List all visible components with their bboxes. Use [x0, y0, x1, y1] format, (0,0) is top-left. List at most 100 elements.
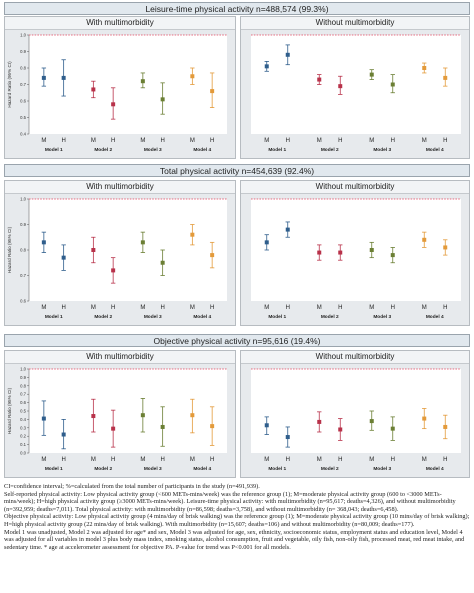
- group-label: H: [391, 457, 395, 463]
- point-estimate: [422, 237, 427, 242]
- point-estimate: [61, 432, 66, 437]
- group-label: H: [443, 305, 447, 311]
- group-label: H: [286, 305, 290, 311]
- point-estimate: [61, 255, 66, 260]
- group-label: M: [190, 305, 195, 311]
- point-estimate: [369, 419, 374, 424]
- group-label: H: [160, 457, 164, 463]
- y-tick-label: 0.6: [20, 400, 26, 405]
- point-estimate: [369, 248, 374, 252]
- point-estimate: [422, 66, 427, 70]
- forest-plot: 1.0 0.9 0.8 0.7 0.6 Hazard Ratio (95% CI) M H M H…: [7, 197, 227, 320]
- y-tick-label: 0.8: [20, 66, 26, 71]
- group-label: H: [61, 305, 65, 311]
- group-label: M: [317, 138, 322, 144]
- y-tick-label: 0.4: [20, 417, 26, 422]
- point-estimate: [140, 413, 145, 418]
- group-label: M: [140, 457, 145, 463]
- group-label: H: [210, 138, 214, 144]
- group-label: H: [391, 305, 395, 311]
- group-label: H: [338, 457, 342, 463]
- panel-total-without: Without multimorbidity M H M H M H M H Model 1 Mo…: [240, 180, 470, 326]
- plot-area: [251, 199, 461, 301]
- panel-leisure-with: With multimorbidity 1.0 0.9 0.8 0.7 0.6 0.5 0.…: [4, 16, 236, 159]
- group-label: M: [190, 138, 195, 144]
- point-estimate: [443, 245, 448, 250]
- point-estimate: [210, 89, 215, 94]
- y-tick-label: 0.2: [20, 434, 26, 439]
- group-label: H: [160, 305, 164, 311]
- point-estimate: [111, 102, 116, 107]
- point-estimate: [91, 87, 96, 92]
- model-label: Model 1: [45, 466, 63, 472]
- group-label: M: [91, 457, 96, 463]
- y-axis-label: Hazard Ratio (95% CI): [7, 387, 12, 434]
- y-tick-label: 0.7: [20, 273, 26, 278]
- group-label: H: [160, 138, 164, 144]
- y-tick-label: 0.5: [20, 115, 26, 120]
- point-estimate: [140, 79, 145, 84]
- point-estimate: [285, 227, 290, 232]
- footnote-ci: CI=confidence interval; %=calculated fro…: [4, 483, 260, 490]
- group-label: H: [111, 305, 115, 311]
- y-tick-label: 0.7: [20, 392, 26, 397]
- model-label: Model 3: [373, 466, 391, 472]
- group-label: M: [140, 138, 145, 144]
- model-label: Model 1: [268, 147, 286, 153]
- model-label: Model 2: [94, 314, 112, 320]
- point-estimate: [443, 424, 448, 429]
- y-tick-label: 1.0: [20, 197, 26, 202]
- model-label: Model 3: [144, 466, 162, 472]
- y-tick-label: 0.9: [20, 375, 26, 380]
- point-estimate: [338, 427, 343, 432]
- group-label: H: [391, 138, 395, 144]
- point-estimate: [285, 435, 290, 440]
- point-estimate: [160, 260, 165, 265]
- model-label: Model 2: [94, 147, 112, 153]
- group-label: M: [264, 457, 269, 463]
- point-estimate: [41, 416, 46, 421]
- panel-title: Without multimorbidity: [241, 181, 469, 194]
- panel-title: Without multimorbidity: [241, 351, 469, 364]
- y-tick-label: 0.8: [20, 248, 26, 253]
- y-tick-label: 1.0: [20, 367, 26, 372]
- point-estimate: [160, 97, 165, 102]
- point-estimate: [190, 74, 195, 79]
- point-estimate: [210, 424, 215, 429]
- panel-title: Without multimorbidity: [241, 17, 469, 30]
- panel-total-with: With multimorbidity 1.0 0.9 0.8 0.7 0.6 Hazar…: [4, 180, 236, 326]
- group-label: M: [190, 457, 195, 463]
- point-estimate: [190, 413, 195, 418]
- group-label: H: [61, 138, 65, 144]
- plot-area: [251, 369, 461, 453]
- group-label: H: [443, 457, 447, 463]
- plot-area: [29, 369, 227, 453]
- group-label: H: [111, 457, 115, 463]
- point-estimate: [264, 423, 269, 428]
- footnote-models: Model 1 was unadjusted, Model 2 was adju…: [4, 528, 465, 551]
- forest-plot: 1.0 0.9 0.8 0.7 0.6 0.5 0.4 Hazard Ratio (95% C…: [7, 33, 227, 153]
- group-label: M: [91, 138, 96, 144]
- section-header-total: Total physical activity n=454,639 (92.4%…: [4, 164, 470, 177]
- y-tick-label: 0.8: [20, 383, 26, 388]
- footnote-self-reported: Self-reported physical activity: Low phy…: [4, 490, 456, 513]
- model-label: Model 3: [144, 314, 162, 320]
- group-label: H: [111, 138, 115, 144]
- y-tick-label: 0.4: [20, 132, 26, 137]
- panel-title: With multimorbidity: [5, 17, 235, 30]
- model-label: Model 1: [268, 314, 286, 320]
- group-label: M: [369, 138, 374, 144]
- group-label: H: [210, 457, 214, 463]
- point-estimate: [338, 250, 343, 255]
- group-label: H: [61, 457, 65, 463]
- group-label: M: [422, 305, 427, 311]
- model-label: Model 4: [193, 466, 211, 472]
- group-label: M: [369, 457, 374, 463]
- panel-title: With multimorbidity: [5, 351, 235, 364]
- forest-plot: 1.0 0.9 0.8 0.7 0.6 0.5 0.4 0.3 0.2 0.1 0.0 Hazard …: [7, 367, 227, 472]
- y-axis-label: Hazard Ratio (95% CI): [7, 226, 12, 273]
- group-label: M: [369, 305, 374, 311]
- model-label: Model 4: [426, 147, 444, 153]
- point-estimate: [210, 253, 215, 258]
